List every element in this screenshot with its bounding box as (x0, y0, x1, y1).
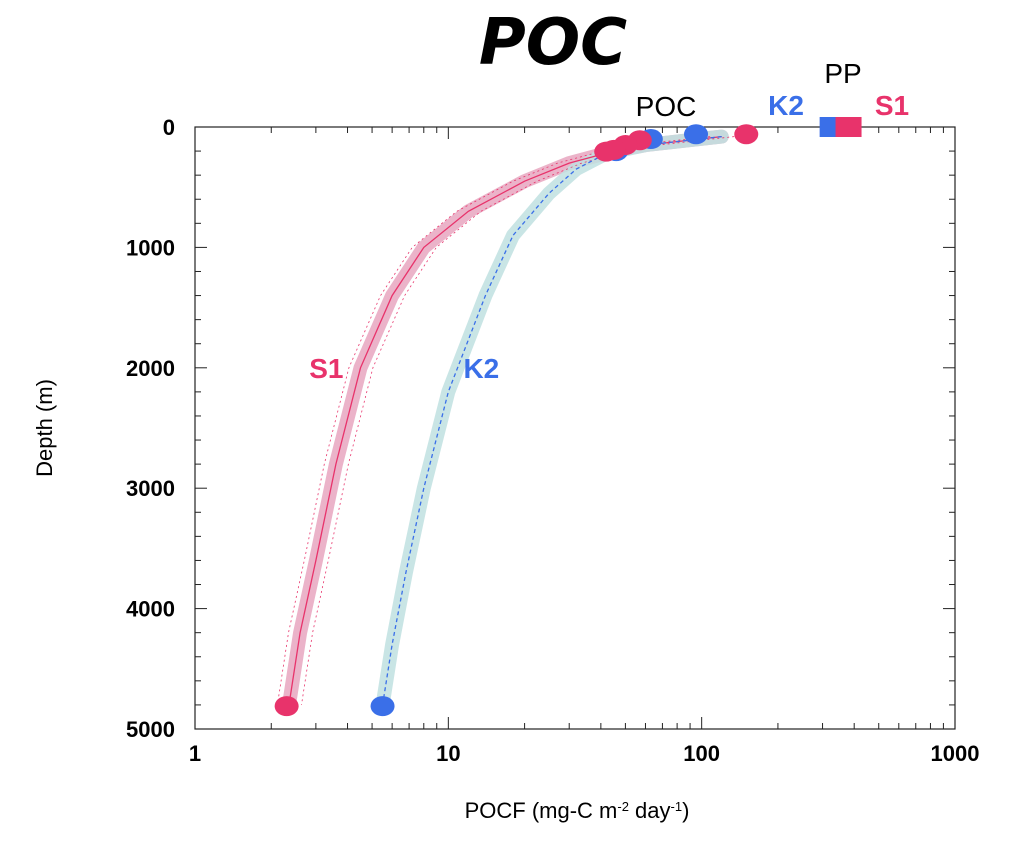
x-axis-label-sup2: -1 (671, 799, 683, 814)
x-tick-label: 1000 (931, 741, 980, 766)
x-axis-label-mid: day (629, 798, 671, 823)
x-tick-label: 1 (189, 741, 201, 766)
k2-curve (381, 135, 722, 706)
x-axis-label: POCF (mg-C m-2 day-1) (465, 798, 690, 823)
s1-data-point (734, 124, 759, 145)
series-labels: S1 K2 (309, 353, 499, 384)
annotation-s1-top: S1 (875, 90, 909, 121)
y-tick-label: 5000 (126, 717, 175, 742)
x-tick-labels: 1 10 100 1000 (189, 741, 980, 766)
k2-uncertainty-band (375, 129, 729, 712)
s1-series-label: S1 (309, 353, 343, 384)
annotation-pp: PP (824, 58, 861, 89)
annotation-poc: POC (636, 91, 697, 122)
k2-data-point (370, 696, 395, 717)
y-tick-label: 3000 (126, 476, 175, 501)
k2-series-label: K2 (463, 353, 499, 384)
k2-pp-marker (819, 117, 840, 137)
k2-data-point (684, 124, 709, 145)
plot-frame (194, 126, 956, 730)
x-tick-label: 10 (436, 741, 460, 766)
pp-markers (819, 117, 862, 137)
x-tick-label: 100 (683, 741, 720, 766)
x-axis-label-sup1: -2 (617, 799, 629, 814)
s1-pp-marker (835, 117, 862, 137)
tick-marks (194, 126, 955, 730)
y-tick-label: 1000 (126, 235, 175, 260)
s1-data-point (274, 696, 299, 717)
s1-data-point (594, 141, 619, 162)
y-tick-label: 2000 (126, 356, 175, 381)
y-tick-labels: 0 1000 2000 3000 4000 5000 (126, 115, 175, 742)
annotation-k2-top: K2 (768, 90, 804, 121)
y-axis-label: Depth (m) (32, 379, 57, 477)
uncertainty-bands (282, 129, 729, 712)
series-points (274, 124, 759, 717)
plot-area (194, 117, 956, 730)
y-tick-label: 0 (163, 115, 175, 140)
chart-title: POC (479, 6, 627, 80)
s1-uncertainty-band (282, 129, 729, 712)
y-tick-label: 4000 (126, 597, 175, 622)
x-axis-label-end: ) (682, 798, 689, 823)
x-axis-label-main: POCF (mg-C m (465, 798, 618, 823)
